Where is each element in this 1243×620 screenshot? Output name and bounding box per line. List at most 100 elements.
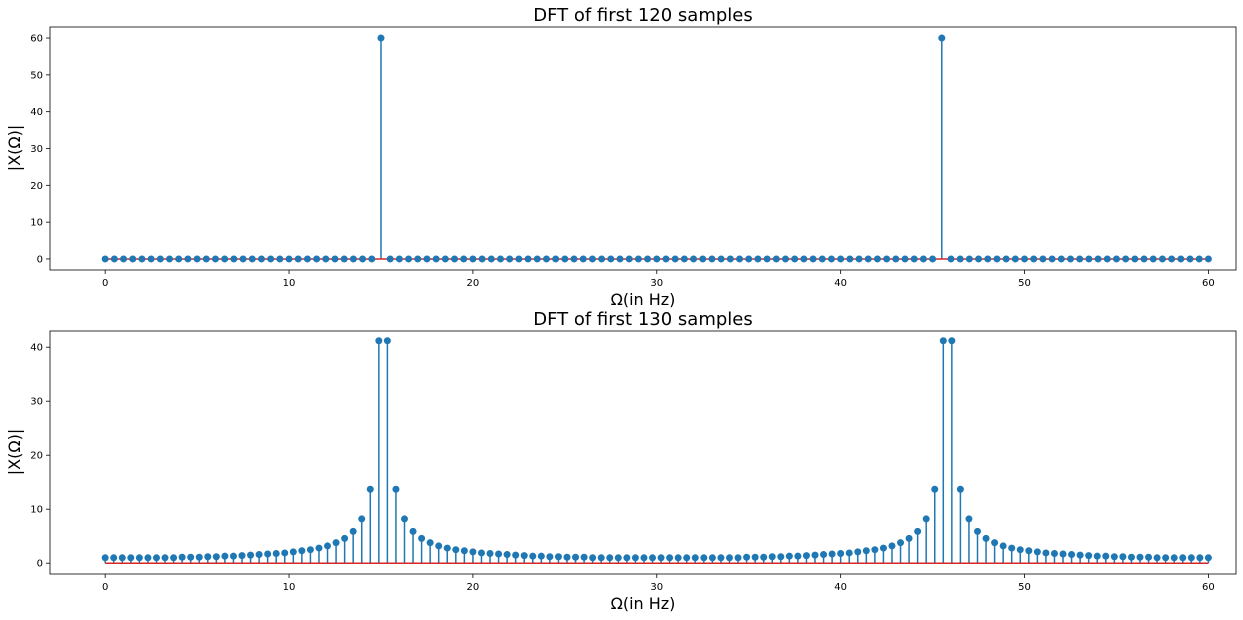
stem-marker (1057, 255, 1065, 263)
stem-marker (965, 255, 973, 263)
stem-marker (1179, 554, 1187, 562)
plot-frame-bottom (49, 330, 1237, 575)
stem-marker (383, 337, 391, 345)
stem-marker (1127, 553, 1135, 561)
x-axis-label-bottom: Ω(in Hz) (611, 594, 676, 613)
stem-marker (1187, 554, 1195, 562)
x-tick-label: 60 (1202, 278, 1215, 289)
stem-marker (1204, 554, 1212, 562)
stem-marker (1093, 552, 1101, 560)
stem-marker (460, 255, 468, 263)
stem-marker (734, 554, 742, 562)
stem-marker (414, 255, 422, 263)
stem-marker (1122, 255, 1130, 263)
stem-marker (138, 255, 146, 263)
stem-marker (451, 255, 459, 263)
stem-marker (820, 551, 828, 559)
stem-marker (910, 255, 918, 263)
stem-marker (743, 553, 751, 561)
x-tick-label: 10 (283, 582, 296, 593)
stem-marker (956, 255, 964, 263)
stem-marker (202, 255, 210, 263)
stem-marker (392, 485, 400, 493)
stem-marker (195, 553, 203, 561)
stem-marker (777, 553, 785, 561)
stem-marker (614, 554, 622, 562)
stem-marker (358, 515, 366, 523)
stem-marker (982, 534, 990, 542)
stem-marker (409, 527, 417, 535)
stem-marker (760, 553, 768, 561)
subplot-bottom: DFT of first 130 samples 0 10 20 30 40 50 60 0 1… (5, 309, 1237, 613)
stem-marker (1149, 255, 1157, 263)
stem-marker (537, 552, 545, 560)
stem-marker (644, 255, 652, 263)
stem-marker (170, 554, 178, 562)
stem-marker (1094, 255, 1102, 263)
x-axis-label-top: Ω(in Hz) (611, 290, 676, 309)
stem-marker (919, 255, 927, 263)
stem-marker (883, 255, 891, 263)
stem-marker (1186, 255, 1194, 263)
y-tick-label: 60 (30, 34, 43, 45)
stem-marker (127, 554, 135, 562)
stem-marker (811, 551, 819, 559)
stem-marker (418, 534, 426, 542)
stem-marker (324, 542, 332, 550)
x-tick-label: 20 (467, 278, 480, 289)
stem-marker (460, 547, 468, 555)
stem-marker (101, 255, 109, 263)
stem-marker (625, 255, 633, 263)
stem-marker (873, 255, 881, 263)
stem-marks-bottom (101, 337, 1212, 564)
stem-marker (901, 255, 909, 263)
stem-marker (1140, 255, 1148, 263)
stem-marker (598, 255, 606, 263)
stem-marker (726, 255, 734, 263)
stem-marker (118, 554, 126, 562)
stem-marker (634, 255, 642, 263)
plot-frame-top (49, 26, 1237, 271)
stem-marker (239, 255, 247, 263)
x-tick-label: 50 (1018, 278, 1031, 289)
stem-marker (496, 255, 504, 263)
stem-marker (606, 554, 614, 562)
stem-marker (818, 255, 826, 263)
stem-marker (349, 527, 357, 535)
stem-marker (662, 255, 670, 263)
stem-marker (892, 255, 900, 263)
y-tick-label: 0 (37, 254, 43, 265)
stem-marker (443, 544, 451, 552)
y-tick-label: 50 (30, 70, 43, 81)
stem-marker (512, 551, 520, 559)
stem-marker (657, 554, 665, 562)
axis-ticks-top: 0 10 20 30 40 50 60 0 10 20 30 40 50 60 (30, 34, 1215, 289)
stem-marker (432, 255, 440, 263)
stem-marker (193, 255, 201, 263)
chart-title-bottom: DFT of first 130 samples (533, 309, 752, 330)
y-tick-label: 20 (30, 451, 43, 462)
stem-marker (837, 549, 845, 557)
stem-marker (671, 255, 679, 263)
stem-marker (276, 255, 284, 263)
stem-marker (588, 255, 596, 263)
stem-marker (1204, 255, 1212, 263)
stem-marker (846, 255, 854, 263)
stem-marker (879, 544, 887, 552)
stem-marker (947, 255, 955, 263)
y-tick-label: 0 (37, 559, 43, 570)
stem-marker (751, 553, 759, 561)
stem-marker (340, 255, 348, 263)
stem-marker (366, 485, 374, 493)
stem-marker (717, 554, 725, 562)
stem-marker (991, 539, 999, 547)
stem-marker (110, 255, 118, 263)
stem-marker (597, 554, 605, 562)
y-axis-label-top: |X(Ω)| (5, 125, 24, 171)
stem-marker (452, 546, 460, 554)
stem-marker (1033, 548, 1041, 556)
stem-marker (683, 554, 691, 562)
stem-marker (515, 255, 523, 263)
stem-marker (1011, 255, 1019, 263)
